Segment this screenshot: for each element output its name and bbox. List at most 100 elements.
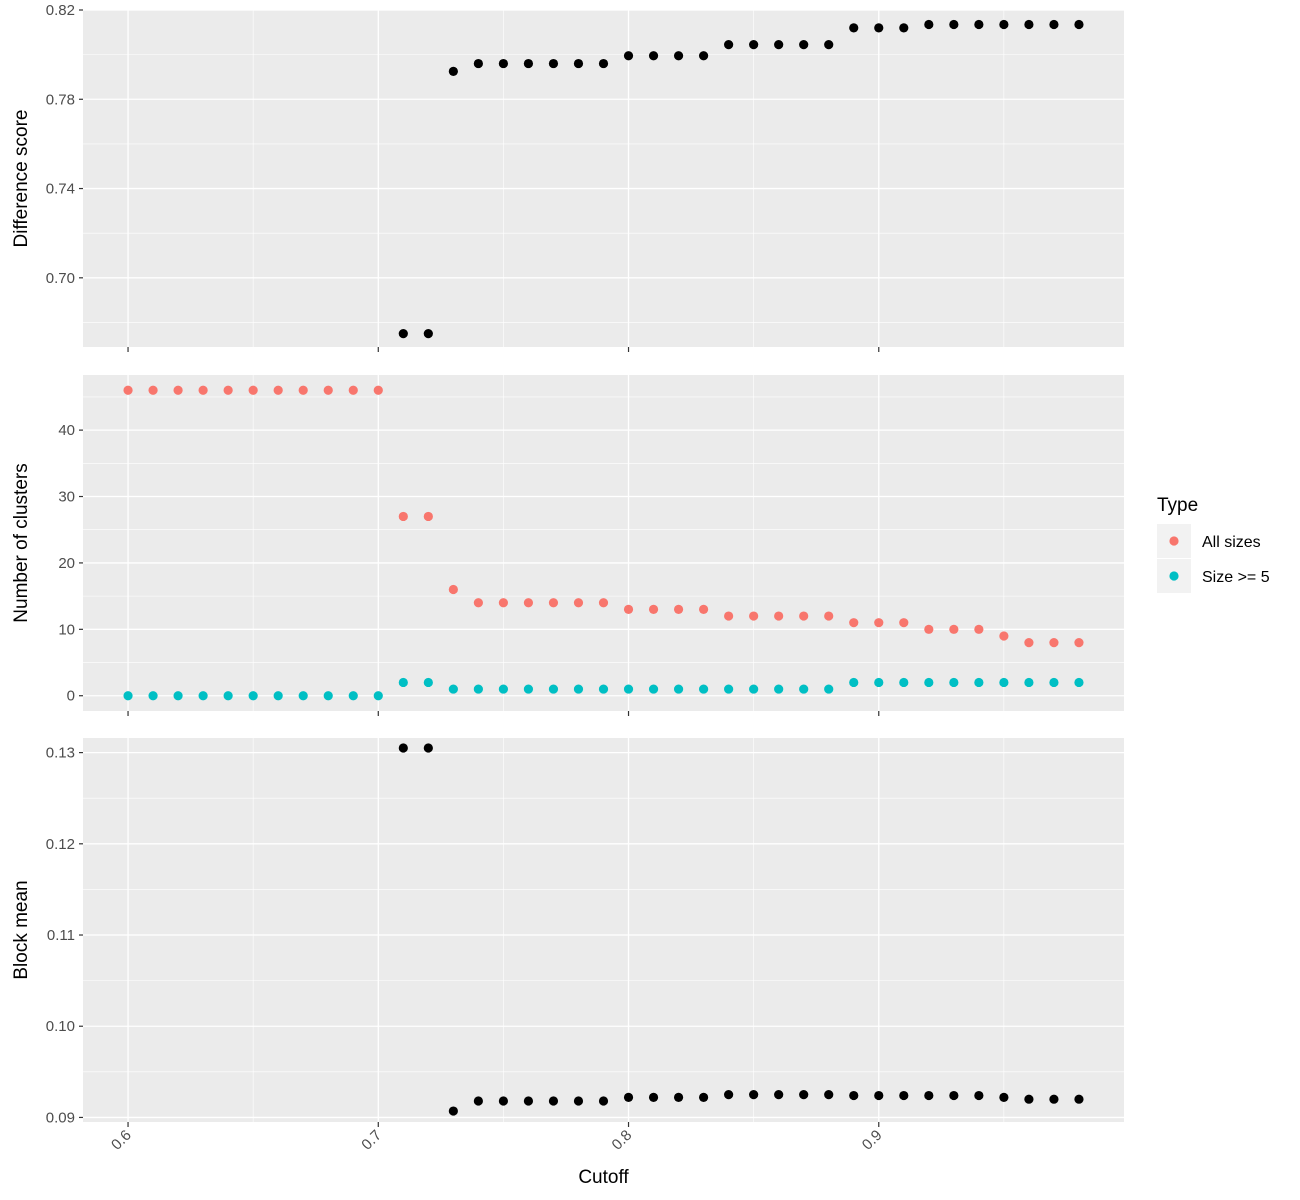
data-point xyxy=(398,743,408,753)
y-tick-label: 40 xyxy=(58,422,75,439)
data-point xyxy=(598,58,609,69)
data-point xyxy=(448,684,458,694)
legend-title: Type xyxy=(1157,495,1198,516)
data-point xyxy=(999,677,1009,688)
data-point xyxy=(974,1090,984,1101)
data-point xyxy=(573,58,584,69)
data-point xyxy=(448,584,458,595)
data-point xyxy=(924,1090,934,1101)
legend-label: Size >= 5 xyxy=(1202,569,1270,586)
data-point xyxy=(949,19,959,30)
data-point xyxy=(398,511,408,522)
data-point xyxy=(1074,1094,1084,1104)
data-point xyxy=(849,677,859,688)
y-tick-label: 20 xyxy=(58,555,75,572)
y-axis-title: Number of clusters xyxy=(11,463,32,622)
data-point xyxy=(974,677,984,688)
data-point xyxy=(573,598,584,608)
y-tick-label: 30 xyxy=(58,489,75,506)
data-point xyxy=(223,691,233,701)
data-point xyxy=(473,58,483,69)
data-point xyxy=(849,1090,859,1101)
data-point xyxy=(198,691,208,701)
data-point xyxy=(223,385,233,395)
data-point xyxy=(874,677,884,688)
series-0 xyxy=(398,743,1084,1116)
data-point xyxy=(623,684,634,694)
data-point xyxy=(548,598,559,608)
data-point xyxy=(123,691,133,701)
data-point xyxy=(623,1092,634,1102)
y-tick-label: 0.11 xyxy=(47,927,75,944)
data-point xyxy=(724,1090,734,1100)
data-point xyxy=(899,677,909,688)
data-point xyxy=(673,51,684,61)
legend-key xyxy=(1169,571,1179,581)
data-point xyxy=(949,677,959,688)
data-point xyxy=(1074,638,1084,648)
data-point xyxy=(348,385,358,395)
data-point xyxy=(148,691,158,701)
data-point xyxy=(673,1092,684,1102)
data-point xyxy=(824,611,834,621)
data-point xyxy=(323,385,333,395)
series-size-5 xyxy=(123,677,1084,701)
data-point xyxy=(248,691,258,701)
data-point xyxy=(849,23,859,33)
data-point xyxy=(698,684,709,694)
y-tick-label: 0.74 xyxy=(46,181,75,198)
data-point xyxy=(598,684,609,694)
data-point xyxy=(799,684,809,694)
data-point xyxy=(949,1090,959,1101)
data-point xyxy=(548,1096,559,1106)
data-point xyxy=(824,39,834,50)
data-point xyxy=(398,329,408,339)
data-point xyxy=(423,677,433,688)
data-point xyxy=(924,19,934,30)
data-point xyxy=(999,1092,1009,1102)
data-point xyxy=(648,1092,659,1102)
data-point xyxy=(724,684,734,694)
data-point xyxy=(598,1096,609,1106)
data-point xyxy=(698,1092,709,1102)
data-point xyxy=(899,23,909,33)
data-point xyxy=(924,624,934,634)
panels: 0.70 0.74 0.78 0.82 Difference score 0 10 20 30 4… xyxy=(11,2,1124,1188)
data-point xyxy=(974,19,984,30)
data-point xyxy=(1049,1094,1059,1104)
data-point xyxy=(648,51,659,61)
data-point xyxy=(423,511,433,522)
data-point xyxy=(173,691,183,701)
data-point xyxy=(924,677,934,688)
data-point xyxy=(1049,638,1059,648)
data-point xyxy=(749,684,759,694)
data-point xyxy=(899,1090,909,1101)
legend-label: All sizes xyxy=(1202,534,1261,551)
data-point xyxy=(373,691,383,701)
data-point xyxy=(1024,1094,1034,1104)
data-point xyxy=(749,39,759,50)
data-point xyxy=(774,684,784,694)
data-point xyxy=(548,684,559,694)
data-point xyxy=(498,1096,509,1106)
data-point xyxy=(123,385,133,395)
data-point xyxy=(1049,677,1059,688)
data-point xyxy=(724,611,734,621)
legend-item: All sizes xyxy=(1157,524,1261,558)
data-point xyxy=(673,684,684,694)
y-tick-label: 0.10 xyxy=(46,1018,75,1035)
data-point xyxy=(423,743,433,753)
data-point xyxy=(999,631,1009,641)
data-point xyxy=(473,684,483,694)
data-point xyxy=(698,51,709,61)
data-point xyxy=(498,598,509,608)
data-point xyxy=(498,684,509,694)
y-tick-label: 0 xyxy=(67,688,75,705)
data-point xyxy=(273,385,283,395)
data-point xyxy=(173,385,183,395)
panel-background xyxy=(83,738,1124,1122)
data-point xyxy=(448,1106,458,1116)
data-point xyxy=(498,58,509,69)
